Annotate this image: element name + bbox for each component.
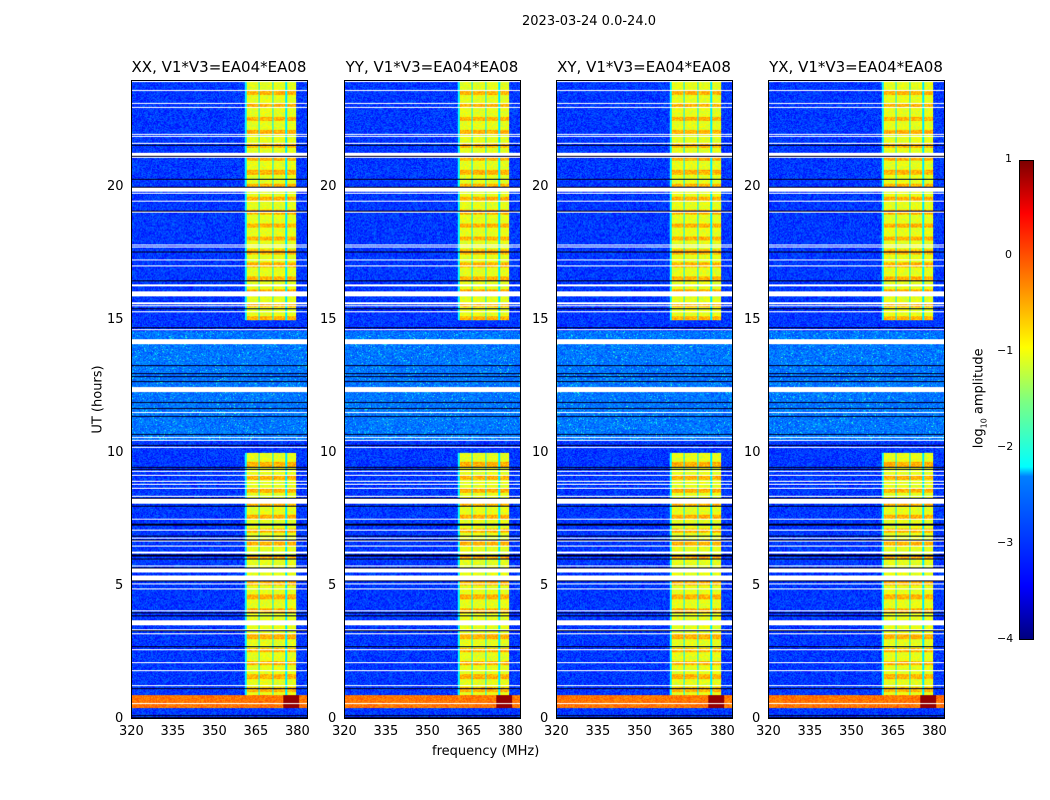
- spectrogram-image: [132, 81, 307, 718]
- spectrogram-panel-1: [131, 80, 308, 719]
- y-tick-label: 15: [107, 311, 124, 327]
- y-tick-label: 5: [752, 577, 761, 593]
- x-axis-label: frequency (MHz): [432, 744, 540, 759]
- y-tick-label: 5: [115, 577, 124, 593]
- colorbar-tick-label: −4: [997, 632, 1014, 645]
- y-tick-label: 20: [107, 178, 124, 194]
- spectrogram-image: [557, 81, 732, 718]
- x-tick-label: 320: [119, 724, 144, 739]
- y-tick-label: 10: [107, 444, 124, 460]
- y-tick-label: 15: [744, 311, 761, 327]
- x-tick-label: 335: [585, 724, 611, 739]
- y-tick-label: 0: [328, 711, 337, 726]
- spectrogram-panel-4: [768, 80, 945, 719]
- x-tick-label: 350: [838, 724, 864, 739]
- y-tick-label: 5: [328, 577, 337, 593]
- y-tick-label: 10: [744, 444, 761, 460]
- panel-title: XX, V1*V3=EA04*EA08: [131, 58, 307, 76]
- x-tick-label: 380: [284, 724, 310, 739]
- x-tick-label: 365: [243, 724, 269, 739]
- y-tick-label: 0: [752, 711, 761, 726]
- x-tick-label: 335: [373, 724, 399, 739]
- spectrogram-panel-2: [344, 80, 521, 719]
- colorbar: [1019, 160, 1034, 640]
- y-tick-label: 10: [320, 444, 337, 460]
- colorbar-tick-label: 0: [1005, 248, 1012, 261]
- x-tick-label: 335: [797, 724, 823, 739]
- panel-title: YX, V1*V3=EA04*EA08: [769, 58, 943, 76]
- spectrogram-image: [769, 81, 944, 718]
- x-tick-label: 380: [921, 724, 947, 739]
- colorbar-tick-label: −1: [997, 344, 1014, 357]
- colorbar-label: log10 amplitude: [971, 348, 989, 449]
- y-tick-label: 20: [532, 178, 549, 194]
- x-tick-label: 365: [456, 724, 482, 739]
- panel-title: YY, V1*V3=EA04*EA08: [345, 58, 519, 76]
- spectrogram-panel-3: [556, 80, 733, 719]
- colorbar-tick-label: −3: [997, 536, 1014, 549]
- x-tick-label: 350: [201, 724, 227, 739]
- colorbar-tick-label: −2: [997, 440, 1014, 453]
- x-tick-label: 335: [160, 724, 186, 739]
- y-tick-label: 15: [532, 311, 549, 327]
- spectrogram-image: [345, 81, 520, 718]
- x-tick-label: 380: [709, 724, 735, 739]
- y-tick-label: 0: [540, 711, 549, 726]
- x-tick-label: 350: [626, 724, 652, 739]
- y-tick-label: 20: [320, 178, 337, 194]
- x-tick-label: 350: [414, 724, 440, 739]
- x-tick-label: 320: [544, 724, 569, 739]
- x-tick-label: 320: [332, 724, 357, 739]
- colorbar-tick-label: 1: [1005, 152, 1012, 165]
- y-tick-label: 5: [540, 577, 549, 593]
- y-tick-label: 20: [744, 178, 761, 194]
- x-tick-label: 380: [497, 724, 523, 739]
- figure-title: 2023-03-24 0.0-24.0: [522, 14, 656, 29]
- x-tick-label: 320: [756, 724, 781, 739]
- x-tick-label: 365: [668, 724, 694, 739]
- y-tick-label: 15: [320, 311, 337, 327]
- y-axis-label: UT (hours): [90, 365, 106, 434]
- y-tick-label: 10: [532, 444, 549, 460]
- panel-title: XY, V1*V3=EA04*EA08: [557, 58, 731, 76]
- x-tick-label: 365: [880, 724, 906, 739]
- y-tick-label: 0: [115, 711, 124, 726]
